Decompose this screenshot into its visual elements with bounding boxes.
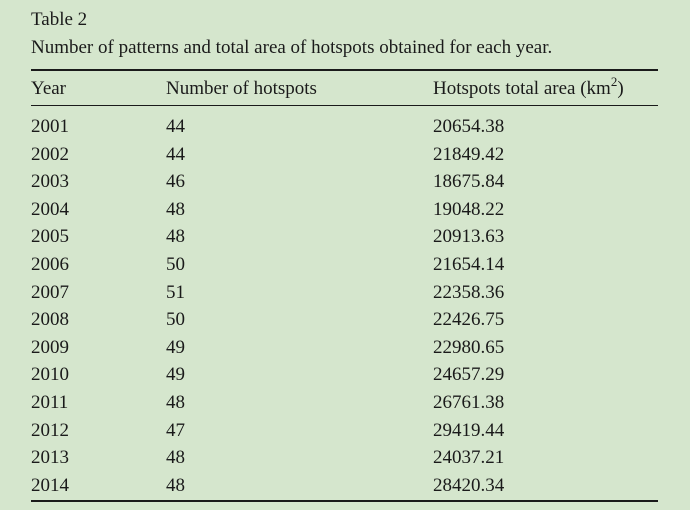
cell-count: 44	[166, 116, 185, 137]
table-label: Table 2	[31, 9, 88, 30]
cell-area: 29419.44	[433, 419, 505, 441]
cell-area: 21654.14	[433, 253, 505, 275]
cell-area: 18675.84	[433, 171, 505, 193]
cell-year: 2009	[31, 336, 69, 358]
cell-count: 48	[166, 226, 185, 248]
cell-area: 20654.38	[433, 116, 505, 137]
table-row: 2010 49 24657.29	[0, 361, 690, 389]
cell-year: 2008	[31, 309, 69, 331]
table-row: 2008 50 22426.75	[0, 306, 690, 334]
cell-count: 49	[166, 364, 185, 386]
cell-area: 22358.36	[433, 281, 505, 303]
cell-year: 2006	[31, 253, 69, 275]
table-row: 2006 50 21654.14	[0, 251, 690, 279]
cell-year: 2013	[31, 447, 69, 469]
cell-area: 20913.63	[433, 226, 505, 248]
table-row: 2014 48 28420.34	[0, 472, 690, 500]
cell-area: 21849.42	[433, 143, 505, 165]
cell-area: 22980.65	[433, 336, 505, 358]
table-row: 2002 44 21849.42	[0, 141, 690, 169]
header-area-text: Hotspots total area (km	[433, 78, 611, 99]
table-row: 2005 48 20913.63	[0, 223, 690, 251]
cell-count: 46	[166, 171, 185, 193]
cell-area: 19048.22	[433, 198, 505, 220]
table-row: 2004 48 19048.22	[0, 196, 690, 224]
cell-area: 24037.21	[433, 447, 505, 469]
header-area-close: )	[617, 78, 624, 99]
header-hotspots-total-area: Hotspots total area (km2)	[433, 73, 624, 102]
cell-year: 2014	[31, 474, 69, 496]
cell-count: 48	[166, 198, 185, 220]
cell-count: 48	[166, 447, 185, 469]
cell-count: 48	[166, 474, 185, 496]
cell-year: 2011	[31, 391, 69, 413]
table-caption: Number of patterns and total area of hot…	[31, 37, 553, 58]
cell-count: 47	[166, 419, 185, 441]
cell-year: 2012	[31, 419, 69, 441]
cell-count: 51	[166, 281, 185, 303]
cell-year: 2010	[31, 364, 69, 386]
table-row: 2013 48 24037.21	[0, 444, 690, 472]
top-rule	[31, 69, 658, 71]
cell-year: 2003	[31, 171, 69, 193]
table-header-row: Year Number of hotspots Hotspots total a…	[0, 73, 690, 102]
table-row: 2003 46 18675.84	[0, 168, 690, 196]
header-area-superscript: 2	[610, 73, 618, 89]
cell-area: 28420.34	[433, 474, 505, 496]
header-year: Year	[31, 78, 67, 99]
cell-count: 50	[166, 253, 185, 275]
table-row: 2012 47 29419.44	[0, 417, 690, 445]
table-body: 2001 44 20654.38 2002 44 21849.42 2003 46 1867…	[0, 113, 690, 499]
cell-count: 50	[166, 309, 185, 331]
cell-area: 24657.29	[433, 364, 505, 386]
table-row: 2009 49 22980.65	[0, 334, 690, 362]
cell-year: 2002	[31, 143, 69, 165]
header-number-of-hotspots: Number of hotspots	[166, 78, 317, 99]
header-rule	[31, 105, 658, 106]
table-row: 2001 44 20654.38	[0, 113, 690, 141]
cell-year: 2004	[31, 198, 69, 220]
cell-count: 49	[166, 336, 185, 358]
cell-area: 22426.75	[433, 309, 505, 331]
cell-count: 48	[166, 391, 185, 413]
cell-year: 2005	[31, 226, 69, 248]
cell-count: 44	[166, 143, 185, 165]
cell-area: 26761.38	[433, 391, 505, 413]
table-row: 2007 51 22358.36	[0, 279, 690, 307]
cell-year: 2007	[31, 281, 69, 303]
cell-year: 2001	[31, 116, 69, 137]
table-row: 2011 48 26761.38	[0, 389, 690, 417]
bottom-rule	[31, 500, 658, 502]
